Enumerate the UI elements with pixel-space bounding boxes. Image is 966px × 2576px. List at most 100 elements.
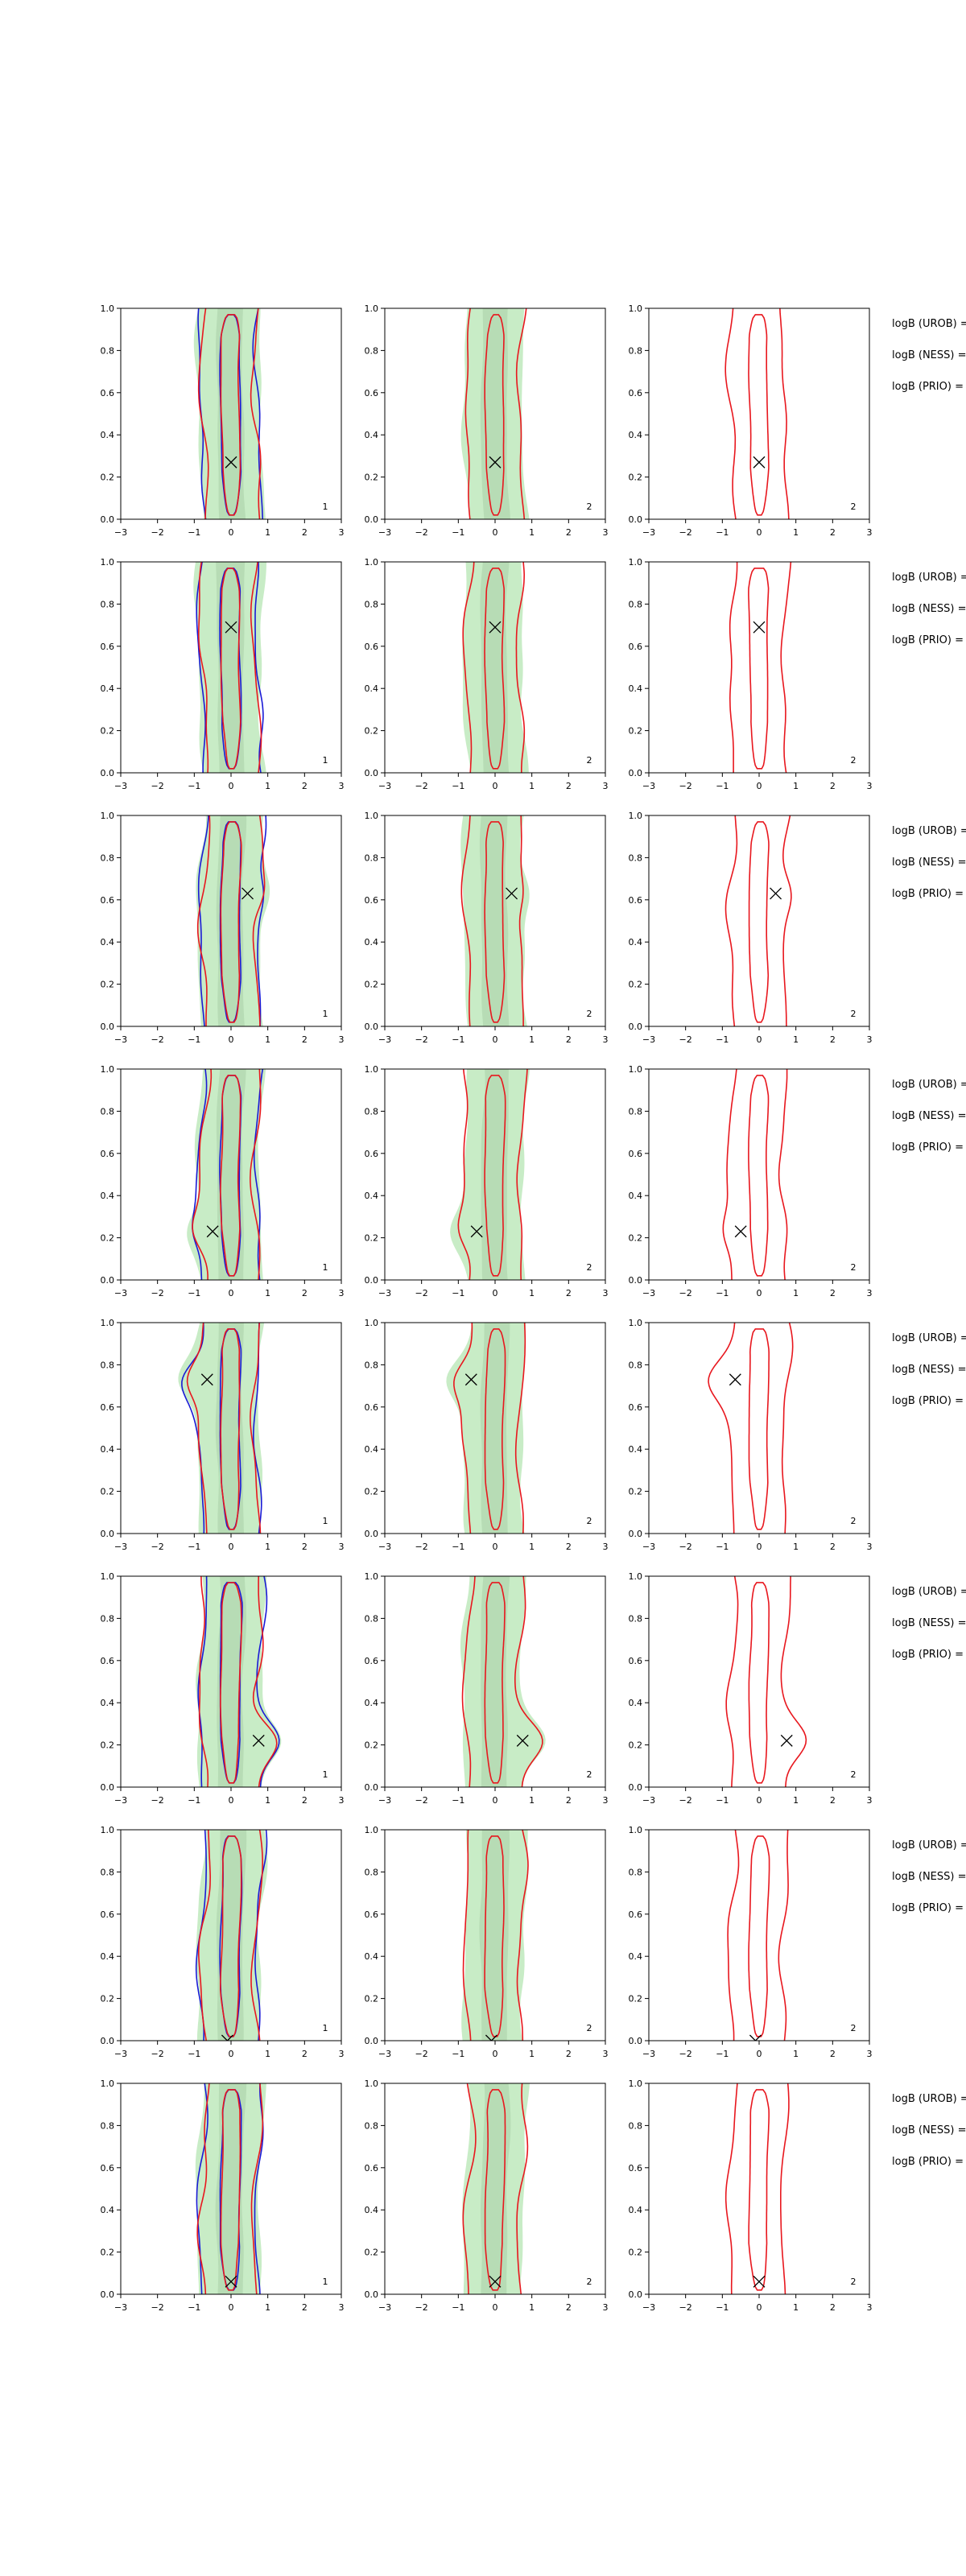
x-tick-label: 3 [867, 781, 873, 791]
logb-annotation: logB (PRIO) = [892, 381, 964, 393]
x-tick-label: −3 [642, 1288, 655, 1298]
x-tick-label: 2 [302, 1795, 308, 1806]
panel-label: 2 [587, 2277, 592, 2287]
y-tick-label: 0.0 [629, 1022, 643, 1032]
panel-label: 1 [323, 1262, 328, 1273]
x-tick-label: −2 [151, 527, 164, 538]
y-tick-label: 1.0 [365, 811, 379, 821]
x-tick-label: 0 [757, 1288, 762, 1298]
contour-red-outer [196, 815, 266, 1026]
true-value-marker [470, 1225, 483, 1238]
true-value-marker [770, 887, 782, 900]
y-tick-label: 0.8 [101, 1360, 115, 1370]
x-tick-label: −1 [452, 527, 464, 538]
contour-red-inner [748, 2089, 770, 2291]
true-value-marker [506, 887, 518, 900]
x-tick-label: 2 [566, 1034, 572, 1045]
axes-frame [648, 2083, 870, 2295]
x-tick-label: 0 [229, 1034, 234, 1045]
y-tick-label: 1.0 [629, 303, 643, 314]
y-tick-label: 0.4 [365, 1951, 379, 1962]
x-tick-label: 0 [493, 1795, 498, 1806]
axes-frame [648, 561, 870, 774]
true-value-marker [485, 2034, 497, 2041]
y-tick-label: 1.0 [101, 1825, 115, 1835]
true-value-marker [252, 1734, 265, 1747]
y-tick-label: 1.0 [365, 303, 379, 314]
axes-frame [648, 1829, 870, 2041]
x-tick-label: −2 [151, 2049, 164, 2059]
x-tick-label: −1 [452, 2049, 464, 2059]
x-tick-label: 3 [867, 1795, 873, 1806]
y-tick-label: 0.6 [365, 388, 379, 398]
contour-red-outer [198, 562, 262, 773]
y-tick-label: 0.6 [629, 388, 643, 398]
x-tick-label: −1 [716, 1795, 729, 1806]
x-tick-label: 1 [793, 2049, 799, 2059]
y-tick-label: 0.8 [101, 852, 115, 863]
x-tick-label: 2 [566, 1542, 572, 1552]
x-tick-label: 0 [757, 2302, 762, 2313]
panel-r1-c1: −3 −2 −1 0 1 2 3 0.0 0.2 0.4 0.6 0.8 1.0 1 [101, 303, 345, 538]
x-tick-label: 2 [830, 2302, 836, 2313]
x-tick-label: 1 [793, 527, 799, 538]
density-region-inner [479, 1830, 510, 2041]
y-tick-label: 0.0 [101, 2036, 115, 2046]
contour-red-inner [748, 1328, 770, 1530]
x-tick-label: 0 [493, 2049, 498, 2059]
x-tick-label: 1 [793, 781, 799, 791]
panel-r6-c2: −3 −2 −1 0 1 2 3 0.0 0.2 0.4 0.6 0.8 1.0 2 [365, 1571, 609, 1806]
x-tick-label: 1 [265, 2302, 270, 2313]
x-tick-label: 0 [757, 2049, 762, 2059]
x-tick-label: −3 [114, 781, 127, 791]
true-value-marker [225, 456, 237, 469]
y-tick-label: 0.0 [365, 768, 379, 778]
axes-frame [648, 308, 870, 520]
contour-red-outer [186, 1323, 262, 1534]
contour-blue-outer [197, 1576, 280, 1787]
logb-annotation: logB (PRIO) = [892, 634, 964, 646]
true-value-marker [749, 2034, 762, 2041]
contour-red-inner [484, 821, 506, 1023]
y-tick-label: 0.2 [365, 1740, 379, 1751]
x-tick-label: −3 [114, 1542, 127, 1552]
x-tick-label: −3 [642, 527, 655, 538]
x-tick-label: −1 [452, 2302, 464, 2313]
contour-red-inner [220, 821, 242, 1023]
y-tick-label: 0.4 [629, 2205, 643, 2215]
y-tick-label: 0.6 [101, 2163, 115, 2174]
y-tick-label: 0.2 [101, 726, 115, 737]
x-tick-label: −2 [415, 527, 428, 538]
y-tick-label: 0.0 [629, 1275, 643, 1286]
y-tick-label: 0.4 [365, 1444, 379, 1455]
logb-annotation: logB (UROB) = [892, 825, 966, 837]
x-tick-label: 1 [265, 1034, 270, 1045]
x-tick-label: −1 [452, 1034, 464, 1045]
logb-annotation: logB (PRIO) = [892, 2156, 964, 2168]
true-value-marker [753, 456, 766, 469]
panel-r4-c2: −3 −2 −1 0 1 2 3 0.0 0.2 0.4 0.6 0.8 1.0 2 [365, 1064, 609, 1298]
x-tick-label: 0 [493, 1288, 498, 1298]
x-tick-label: 0 [493, 2302, 498, 2313]
y-tick-label: 0.6 [365, 1909, 379, 1920]
panel-label: 2 [851, 755, 857, 766]
x-tick-label: −3 [378, 2302, 391, 2313]
x-tick-label: 3 [339, 781, 345, 791]
y-tick-label: 1.0 [629, 1571, 643, 1582]
y-tick-label: 0.0 [101, 514, 115, 525]
true-value-marker [729, 1373, 741, 1386]
contour-red-outer [198, 1576, 278, 1787]
true-value-marker [489, 2275, 502, 2288]
y-tick-label: 0.8 [629, 345, 643, 356]
x-tick-label: −2 [679, 1034, 692, 1045]
x-tick-label: −1 [188, 2049, 200, 2059]
contour-blue-outer [196, 562, 264, 773]
x-tick-label: −2 [151, 2302, 164, 2313]
x-tick-label: −1 [452, 1542, 464, 1552]
logb-annotation: logB (UROB) = [892, 1332, 966, 1344]
y-tick-label: 0.0 [101, 1022, 115, 1032]
y-tick-label: 1.0 [629, 557, 643, 568]
y-tick-label: 1.0 [365, 1825, 379, 1835]
y-tick-label: 1.0 [101, 1318, 115, 1328]
contour-red-outer [462, 562, 526, 773]
